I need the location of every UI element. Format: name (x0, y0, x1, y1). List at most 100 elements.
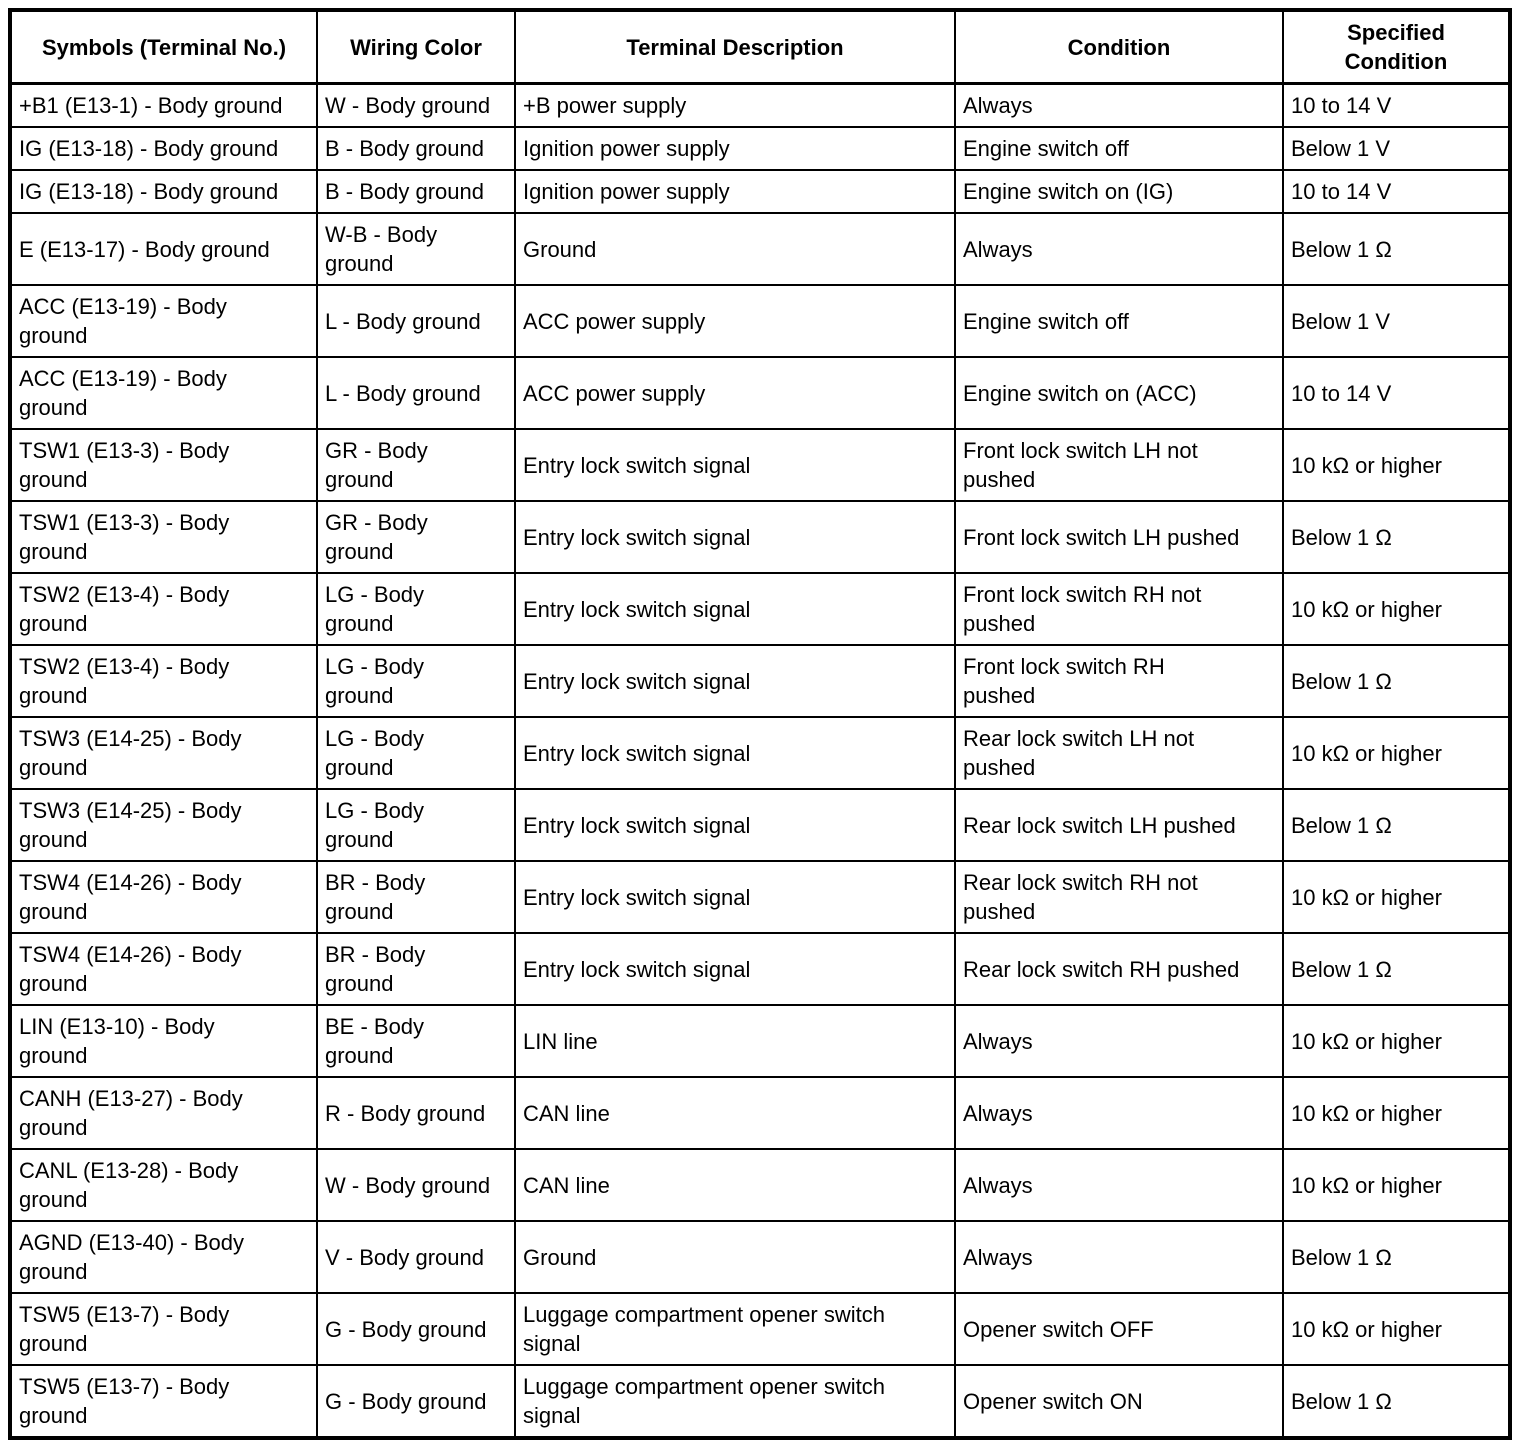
table-cell: W-B - Body ground (318, 214, 516, 286)
table-cell: ACC power supply (516, 286, 956, 358)
table-cell: Entry lock switch signal (516, 502, 956, 574)
table-cell: Below 1 Ω (1284, 1222, 1512, 1294)
table-cell: TSW2 (E13-4) - Body ground (8, 646, 318, 718)
table-cell: Entry lock switch signal (516, 646, 956, 718)
table-cell: Below 1 Ω (1284, 790, 1512, 862)
table-row: TSW5 (E13-7) - Body ground G - Body groun… (8, 1294, 1512, 1366)
table-cell: ACC (E13-19) - Body ground (8, 286, 318, 358)
table-row: TSW3 (E14-25) - Body ground LG - Body gro… (8, 790, 1512, 862)
table-cell: GR - Body ground (318, 502, 516, 574)
table-cell: Always (956, 1006, 1284, 1078)
table-cell: Ignition power supply (516, 171, 956, 214)
table-row: TSW5 (E13-7) - Body ground G - Body groun… (8, 1366, 1512, 1440)
table-cell: 10 to 14 V (1284, 85, 1512, 128)
column-header: Condition (956, 8, 1284, 85)
table-cell: 10 to 14 V (1284, 171, 1512, 214)
header-row: Symbols (Terminal No.) Wiring Color Termin… (8, 8, 1512, 85)
table-cell: LG - Body ground (318, 718, 516, 790)
table-cell: B - Body ground (318, 128, 516, 171)
column-header: Wiring Color (318, 8, 516, 85)
table-row: TSW4 (E14-26) - Body ground BR - Body gro… (8, 862, 1512, 934)
table-cell: Front lock switch RH pushed (956, 646, 1284, 718)
table-cell: Entry lock switch signal (516, 862, 956, 934)
table-cell: CAN line (516, 1078, 956, 1150)
table-cell: Always (956, 1222, 1284, 1294)
table-row: TSW2 (E13-4) - Body ground LG - Body grou… (8, 574, 1512, 646)
table-cell: Entry lock switch signal (516, 790, 956, 862)
table-cell: B - Body ground (318, 171, 516, 214)
table-cell: Front lock switch LH not pushed (956, 430, 1284, 502)
table-cell: ACC (E13-19) - Body ground (8, 358, 318, 430)
table-cell: 10 kΩ or higher (1284, 1006, 1512, 1078)
table-header: Symbols (Terminal No.) Wiring Color Termin… (8, 8, 1512, 85)
table-cell: CANL (E13-28) - Body ground (8, 1150, 318, 1222)
table-cell: W - Body ground (318, 1150, 516, 1222)
table-cell: L - Body ground (318, 358, 516, 430)
table-cell: W - Body ground (318, 85, 516, 128)
table-cell: 10 kΩ or higher (1284, 430, 1512, 502)
table-cell: LG - Body ground (318, 574, 516, 646)
column-header: Symbols (Terminal No.) (8, 8, 318, 85)
table-cell: TSW1 (E13-3) - Body ground (8, 430, 318, 502)
table-cell: Below 1 Ω (1284, 502, 1512, 574)
table-cell: Rear lock switch LH not pushed (956, 718, 1284, 790)
table-cell: Front lock switch LH pushed (956, 502, 1284, 574)
table-cell: Below 1 Ω (1284, 214, 1512, 286)
table-cell: Always (956, 214, 1284, 286)
table-cell: TSW4 (E14-26) - Body ground (8, 862, 318, 934)
table-cell: Below 1 Ω (1284, 934, 1512, 1006)
table-cell: 10 kΩ or higher (1284, 862, 1512, 934)
table-cell: Opener switch ON (956, 1366, 1284, 1440)
table-cell: Luggage compartment opener switch signal (516, 1294, 956, 1366)
table-cell: TSW5 (E13-7) - Body ground (8, 1294, 318, 1366)
table-cell: Entry lock switch signal (516, 430, 956, 502)
table-row: TSW1 (E13-3) - Body ground GR - Body grou… (8, 430, 1512, 502)
table-row: ACC (E13-19) - Body ground L - Body groun… (8, 358, 1512, 430)
table-row: ACC (E13-19) - Body ground L - Body groun… (8, 286, 1512, 358)
table-row: TSW1 (E13-3) - Body ground GR - Body grou… (8, 502, 1512, 574)
table-cell: Front lock switch RH not pushed (956, 574, 1284, 646)
table-cell: Entry lock switch signal (516, 934, 956, 1006)
table-cell: 10 kΩ or higher (1284, 574, 1512, 646)
table-cell: Engine switch on (IG) (956, 171, 1284, 214)
table-row: CANL (E13-28) - Body ground W - Body grou… (8, 1150, 1512, 1222)
table-cell: Entry lock switch signal (516, 574, 956, 646)
table-cell: GR - Body ground (318, 430, 516, 502)
table-cell: ACC power supply (516, 358, 956, 430)
table-cell: Engine switch off (956, 128, 1284, 171)
table-cell: TSW5 (E13-7) - Body ground (8, 1366, 318, 1440)
table-cell: R - Body ground (318, 1078, 516, 1150)
table-cell: TSW3 (E14-25) - Body ground (8, 790, 318, 862)
table-row: CANH (E13-27) - Body ground R - Body grou… (8, 1078, 1512, 1150)
table-cell: LG - Body ground (318, 790, 516, 862)
column-header: Terminal Description (516, 8, 956, 85)
table-cell: Below 1 Ω (1284, 646, 1512, 718)
table-cell: TSW3 (E14-25) - Body ground (8, 718, 318, 790)
table-cell: AGND (E13-40) - Body ground (8, 1222, 318, 1294)
terminal-check-table: Symbols (Terminal No.) Wiring Color Termin… (8, 8, 1512, 1440)
table-row: TSW3 (E14-25) - Body ground LG - Body gro… (8, 718, 1512, 790)
table-cell: Entry lock switch signal (516, 718, 956, 790)
table-cell: LIN (E13-10) - Body ground (8, 1006, 318, 1078)
table-cell: Ground (516, 1222, 956, 1294)
table-cell: Rear lock switch RH pushed (956, 934, 1284, 1006)
table-cell: Below 1 V (1284, 286, 1512, 358)
table-row: IG (E13-18) - Body ground B - Body ground… (8, 128, 1512, 171)
table-cell: Always (956, 1150, 1284, 1222)
table-cell: 10 kΩ or higher (1284, 1150, 1512, 1222)
table-body: +B1 (E13-1) - Body ground W - Body ground… (8, 85, 1512, 1440)
table-cell: Ground (516, 214, 956, 286)
table-cell: E (E13-17) - Body ground (8, 214, 318, 286)
table-cell: 10 kΩ or higher (1284, 1078, 1512, 1150)
table-row: AGND (E13-40) - Body ground V - Body grou… (8, 1222, 1512, 1294)
table-cell: LIN line (516, 1006, 956, 1078)
table-cell: TSW2 (E13-4) - Body ground (8, 574, 318, 646)
table-cell: Ignition power supply (516, 128, 956, 171)
table-cell: Luggage compartment opener switch signal (516, 1366, 956, 1440)
table-cell: +B power supply (516, 85, 956, 128)
table-cell: Rear lock switch LH pushed (956, 790, 1284, 862)
table-cell: BE - Body ground (318, 1006, 516, 1078)
table-cell: Below 1 Ω (1284, 1366, 1512, 1440)
table-cell: IG (E13-18) - Body ground (8, 171, 318, 214)
